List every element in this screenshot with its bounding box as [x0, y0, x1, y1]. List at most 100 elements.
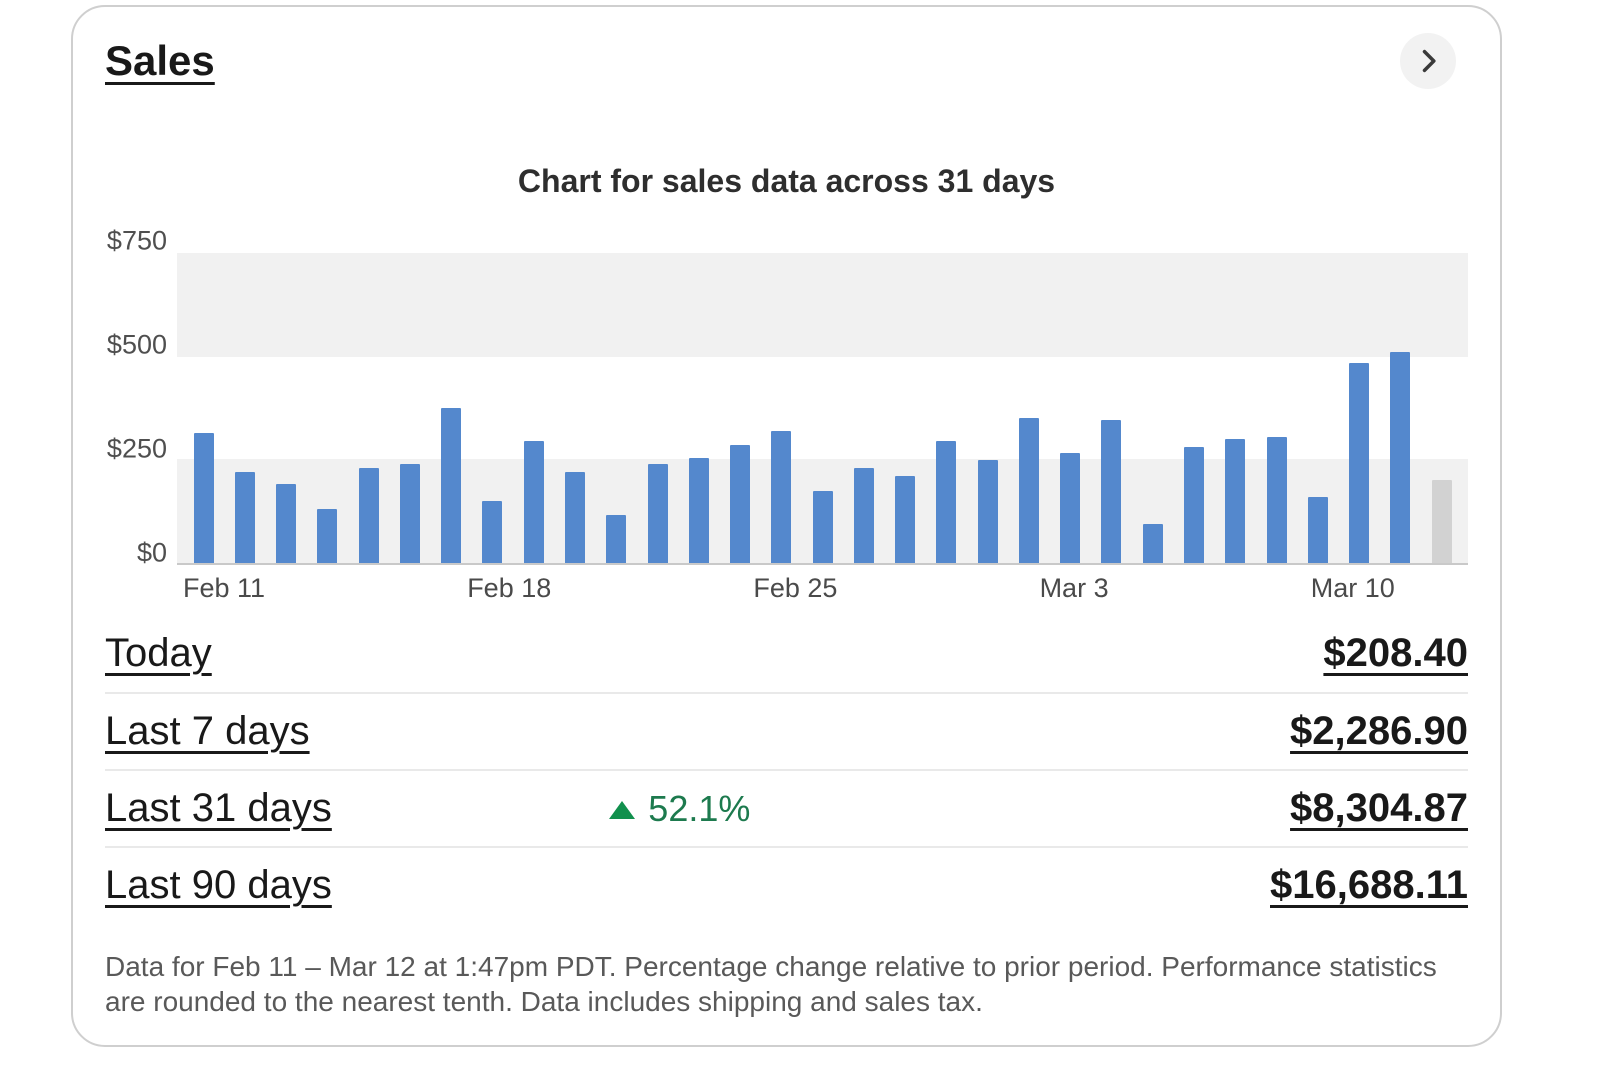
last-7-days-link[interactable]: Last 7 days: [105, 709, 310, 753]
bar: [317, 509, 338, 563]
bar-slot: [885, 253, 926, 563]
footer-disclaimer: Data for Feb 11 – Mar 12 at 1:47pm PDT. …: [105, 951, 1437, 1017]
bar-slot: [348, 253, 389, 563]
summary-row-last-7-days: Last 7 days $2,286.90: [105, 692, 1468, 769]
bar-slot: [1050, 253, 1091, 563]
summary-rows: Today $208.40 Last 7 days $2,286.90 Last…: [105, 615, 1468, 923]
bar: [771, 430, 792, 563]
bar-slot: [719, 253, 760, 563]
x-slot: [720, 573, 754, 609]
bar: [1225, 439, 1246, 563]
x-slot: [1109, 573, 1143, 609]
up-arrow-icon: [609, 801, 636, 819]
x-slot: [1243, 573, 1277, 609]
percent-change-value: 52.1%: [648, 787, 751, 829]
bar: [688, 457, 709, 563]
x-slot: Mar 3: [1040, 573, 1109, 609]
summary-row-last-90-days: Last 90 days $16,688.11: [105, 846, 1468, 923]
x-slot: [939, 573, 973, 609]
bar-slot: [472, 253, 513, 563]
x-slot: [1006, 573, 1040, 609]
x-slot: [686, 573, 720, 609]
x-tick-label: Mar 3: [1039, 573, 1109, 603]
bar: [1101, 420, 1122, 563]
bar-slot: [224, 253, 265, 563]
bar: [1184, 447, 1204, 563]
x-slot: [434, 573, 468, 609]
sales-title-link[interactable]: Sales: [105, 37, 215, 84]
y-tick-label: $750: [106, 225, 167, 256]
bar-slot: [513, 253, 554, 563]
x-slot: Mar 10: [1311, 573, 1395, 609]
sales-card: Sales Chart for sales data across 31 day…: [71, 5, 1502, 1047]
bar: [853, 467, 874, 563]
grid-band-top: [177, 253, 1468, 357]
x-slot: Feb 18: [467, 573, 551, 609]
bar-slot: [1215, 253, 1256, 563]
last-90-days-link[interactable]: Last 90 days: [105, 863, 332, 907]
bar: [399, 463, 420, 563]
x-slot: Feb 11: [183, 573, 265, 609]
bar-slot: [1338, 253, 1379, 563]
x-tick-label: Mar 10: [1310, 573, 1395, 603]
bar-slot: [266, 253, 307, 563]
plot-area: [177, 253, 1468, 565]
x-axis-labels: Feb 11 Feb 18 Feb 25 Mar 3 Mar 10: [177, 573, 1468, 609]
y-axis: $0 $250 $500 $750: [105, 226, 177, 568]
last-90-days-value-link[interactable]: $16,688.11: [1270, 863, 1468, 907]
y-tick-label: $500: [106, 329, 167, 360]
x-slot: [332, 573, 366, 609]
today-value-link[interactable]: $208.40: [1323, 631, 1468, 675]
bar: [358, 467, 379, 563]
bar: [441, 408, 462, 563]
x-slot: [1142, 573, 1176, 609]
bar: [977, 459, 998, 563]
chevron-right-icon: [1414, 47, 1442, 75]
sales-chart: $0 $250 $500 $750 Feb 11 Feb 18 Feb 25 Mar 3 Ma…: [105, 226, 1468, 609]
bar: [936, 441, 957, 563]
bar-slot: [967, 253, 1008, 563]
percent-change-indicator: 52.1%: [609, 788, 750, 830]
bar-slot: [431, 253, 472, 563]
bar: [1349, 362, 1370, 563]
x-slot: [1277, 573, 1311, 609]
x-slot: [837, 573, 871, 609]
x-slot: [619, 573, 653, 609]
bar-slot: [389, 253, 430, 563]
bar-slot: [1008, 253, 1049, 563]
last-31-days-value-link[interactable]: $8,304.87: [1290, 786, 1468, 830]
x-slot: [652, 573, 686, 609]
bar: [647, 463, 668, 563]
last-7-days-value-link[interactable]: $2,286.90: [1290, 709, 1468, 753]
bar-slot: [843, 253, 884, 563]
bar: [730, 445, 751, 563]
bar: [193, 432, 214, 563]
bar: [1307, 496, 1328, 563]
x-slot: [585, 573, 619, 609]
y-tick-label: $0: [136, 537, 167, 568]
x-slot: [1210, 573, 1244, 609]
x-tick-label: Feb 18: [467, 573, 552, 603]
x-slot: [905, 573, 939, 609]
summary-row-today: Today $208.40: [105, 615, 1468, 692]
x-slot: [551, 573, 585, 609]
bar-slot: [1091, 253, 1132, 563]
bar-slot: [307, 253, 348, 563]
bar: [812, 490, 833, 563]
last-31-days-link[interactable]: Last 31 days: [105, 786, 332, 830]
bar: [1142, 523, 1163, 563]
today-link[interactable]: Today: [105, 631, 212, 675]
x-slot: Feb 25: [753, 573, 837, 609]
bar: [1266, 436, 1287, 563]
card-header: Sales: [105, 33, 1468, 95]
x-slot: [366, 573, 400, 609]
expand-sales-button[interactable]: [1400, 33, 1456, 89]
bar: [482, 501, 503, 563]
bar-slot: [1256, 253, 1297, 563]
summary-row-last-31-days: Last 31 days 52.1% $8,304.87: [105, 769, 1468, 846]
x-tick-label: Feb 25: [753, 573, 838, 603]
x-slot: [1176, 573, 1210, 609]
bar-slot: [637, 253, 678, 563]
bar: [234, 472, 255, 563]
bar-slot: [1132, 253, 1173, 563]
